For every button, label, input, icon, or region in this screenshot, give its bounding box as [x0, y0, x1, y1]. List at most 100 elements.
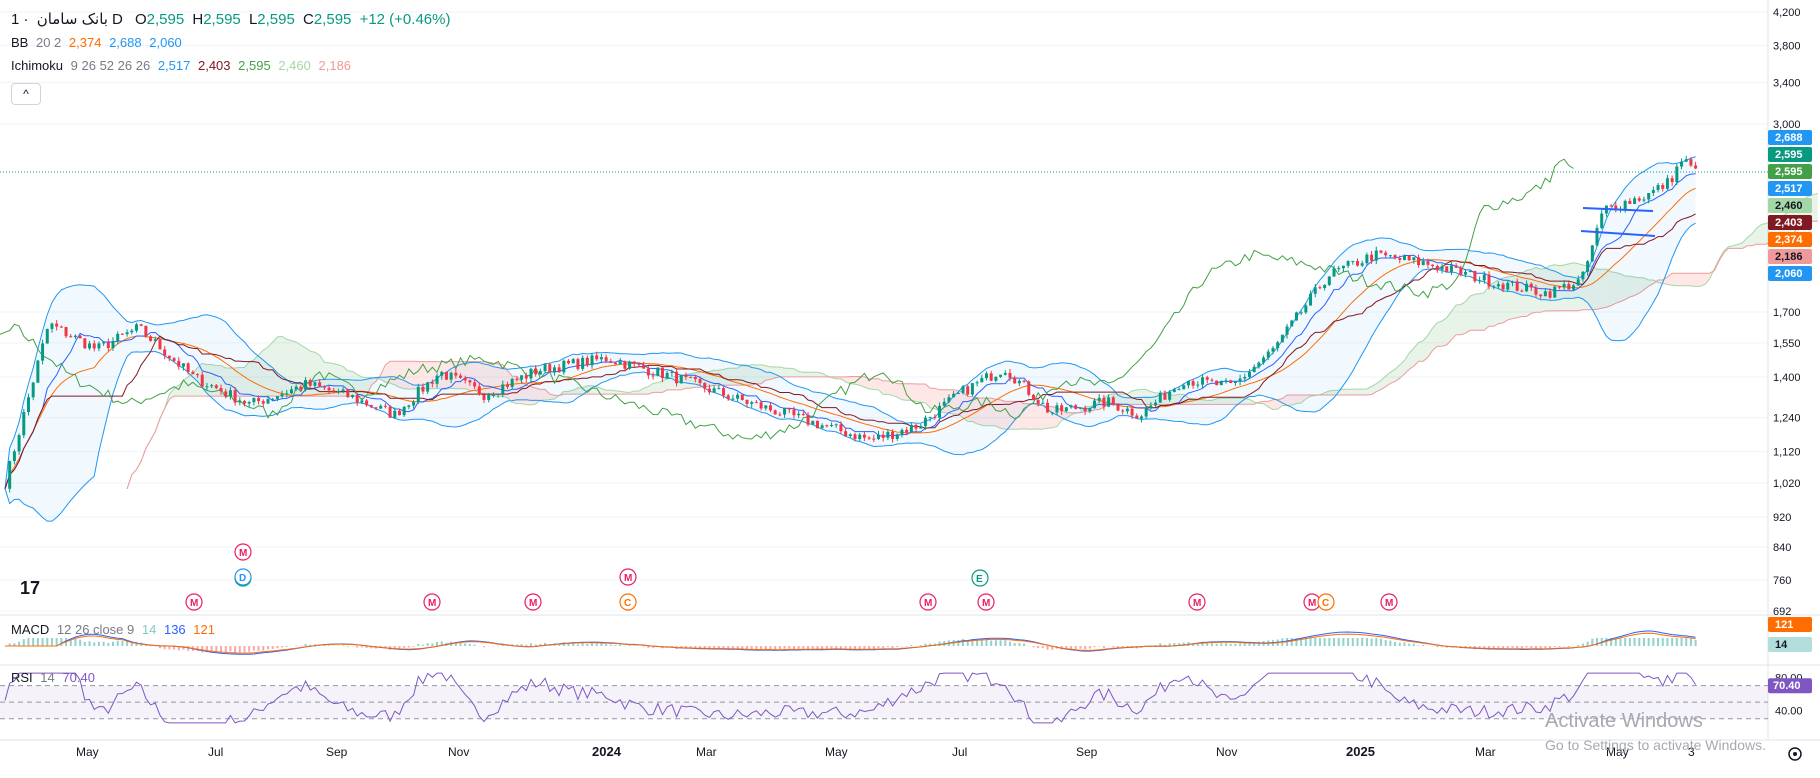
candle-body — [609, 361, 612, 363]
candle-body — [1314, 287, 1317, 294]
macd-histogram-bar — [957, 640, 959, 646]
candle-body — [1098, 398, 1101, 401]
macd-histogram-bar — [615, 645, 617, 646]
cloud-segment — [1029, 404, 1034, 429]
candle-body — [670, 372, 673, 373]
macd-histogram-bar — [1084, 646, 1086, 649]
candle-body — [1417, 257, 1420, 265]
candle-body — [933, 417, 936, 418]
candle-body — [994, 377, 997, 381]
macd-histogram-bar — [417, 644, 419, 646]
macd-histogram-bar — [93, 642, 95, 646]
macd-histogram-bar — [793, 646, 795, 649]
macd-histogram-bar — [431, 643, 433, 646]
candle-body — [1178, 389, 1181, 390]
macd-histogram-bar — [46, 638, 48, 646]
candle-body — [985, 373, 988, 378]
candle-body — [1431, 265, 1434, 266]
price-axis-tick: 1,700 — [1773, 307, 1801, 319]
price-label-text: 2,374 — [1775, 234, 1803, 246]
candle-body — [713, 388, 716, 392]
ichimoku-legend[interactable]: Ichimoku 9 26 52 26 26 2,517 2,403 2,595… — [11, 58, 355, 73]
candle-body — [149, 336, 152, 341]
cloud-segment — [785, 368, 790, 377]
macd-histogram-bar — [1357, 638, 1359, 646]
candle-body — [210, 385, 213, 386]
candle-body — [55, 324, 58, 327]
macd-histogram-bar — [1403, 642, 1405, 646]
candle-body — [1666, 178, 1669, 189]
price-axis-tick: 840 — [1773, 542, 1791, 554]
bb-legend[interactable]: BB 20 2 2,374 2,688 2,060 — [11, 35, 186, 50]
candle-body — [1675, 167, 1678, 183]
cloud-segment — [1470, 294, 1475, 330]
candle-body — [1577, 279, 1580, 285]
macd-legend[interactable]: MACD 12 26 close 9 14 136 121 — [11, 622, 219, 637]
cloud-segment — [1343, 389, 1348, 395]
macd-histogram-bar — [483, 646, 485, 647]
tradingview-logo-icon[interactable]: 17 — [20, 578, 40, 599]
candle-body — [999, 375, 1002, 377]
macd-axis-label: 14 — [1775, 639, 1788, 651]
candle-body — [1168, 392, 1171, 400]
macd-histogram-bar — [220, 646, 222, 652]
macd-histogram-bar — [1629, 638, 1631, 646]
candle-body — [821, 425, 824, 428]
cloud-segment — [1461, 302, 1466, 335]
macd-histogram-bar — [1422, 645, 1424, 646]
macd-histogram-bar — [1652, 638, 1654, 646]
candle-body — [346, 389, 349, 397]
macd-histogram-bar — [51, 638, 53, 646]
rsi-legend[interactable]: RSI 14 70.40 — [11, 670, 99, 685]
candle-body — [591, 355, 594, 365]
cloud-segment — [1353, 389, 1358, 395]
candle-body — [1356, 261, 1359, 266]
macd-histogram-bar — [103, 642, 105, 646]
cloud-segment — [1489, 283, 1494, 326]
price-axis-tick: 1,020 — [1773, 478, 1801, 490]
candle-body — [1502, 284, 1505, 289]
macd-histogram-bar — [577, 644, 579, 646]
macd-histogram-bar — [98, 642, 100, 646]
candle-body — [966, 386, 969, 394]
candle-body — [778, 414, 781, 415]
price-label-text: 2,517 — [1775, 183, 1803, 195]
candle-body — [924, 418, 927, 426]
chevron-up-icon: ^ — [23, 87, 29, 101]
candle-body — [623, 361, 626, 368]
macd-histogram-bar — [755, 646, 757, 649]
macd-histogram-bar — [1605, 638, 1607, 646]
candle-body — [79, 336, 82, 339]
macd-histogram-bar — [1568, 646, 1570, 647]
candle-body — [539, 371, 542, 374]
candle-body — [384, 406, 387, 407]
event-marker-label: M — [924, 598, 932, 609]
candle-body — [1065, 407, 1068, 411]
time-axis-label: Mar — [1475, 745, 1496, 759]
macd-histogram-bar — [1230, 644, 1232, 646]
macd-histogram-bar — [342, 645, 344, 646]
candle-body — [1455, 265, 1458, 267]
macd-histogram-bar — [1385, 640, 1387, 646]
macd-histogram-bar — [910, 645, 912, 646]
macd-histogram-bar — [1112, 646, 1114, 647]
candle-body — [1633, 198, 1636, 204]
candle-body — [1657, 185, 1660, 190]
symbol-name[interactable]: بانک سامان — [37, 11, 108, 28]
price-axis-tick: 1,400 — [1773, 372, 1801, 384]
candle-body — [938, 406, 941, 418]
candle-body — [1558, 287, 1561, 288]
cloud-segment — [1686, 273, 1691, 286]
candle-body — [1539, 295, 1542, 297]
candle-body — [276, 396, 279, 399]
collapse-legend-button[interactable]: ^ — [11, 83, 41, 105]
macd-histogram-bar — [1582, 644, 1584, 646]
cloud-segment — [1761, 224, 1766, 245]
candle-body — [440, 372, 443, 376]
candle-body — [642, 365, 645, 369]
macd-histogram-bar — [586, 644, 588, 646]
macd-histogram-bar — [1619, 638, 1621, 646]
candle-body — [783, 408, 786, 414]
